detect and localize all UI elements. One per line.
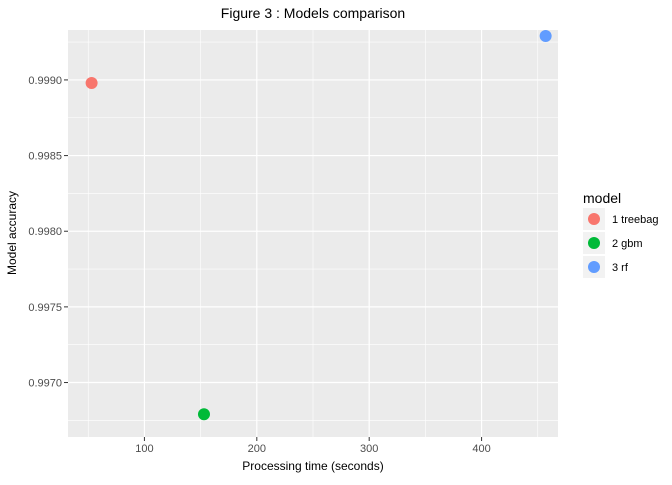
- data-point-3-rf: [539, 30, 552, 43]
- x-tick-label: 100: [135, 443, 153, 455]
- x-axis-title: Processing time (seconds): [242, 459, 383, 473]
- data-point-2-gbm: [197, 408, 210, 421]
- axis-ticks: 100 200 300 400 0.9970 0.9975 0.9980 0.9985 0.99…: [28, 75, 490, 455]
- y-tick-label: 0.9975: [28, 302, 62, 314]
- legend-key-3-rf: [588, 261, 600, 273]
- legend: model 1 treebag 2 gbm 3 rf: [583, 190, 658, 278]
- y-tick-label: 0.9980: [28, 226, 62, 238]
- x-tick-label: 300: [360, 443, 378, 455]
- y-tick-label: 0.9985: [28, 151, 62, 163]
- legend-label: 3 rf: [612, 262, 629, 274]
- y-axis-title: Model accuracy: [5, 191, 19, 275]
- legend-label: 1 treebag: [612, 214, 658, 226]
- chart-title: Figure 3 : Models comparison: [221, 5, 405, 21]
- legend-key-1-treebag: [588, 213, 600, 225]
- grid-lines: [68, 30, 558, 437]
- data-point-1-treebag: [85, 76, 98, 89]
- x-tick-label: 400: [472, 443, 490, 455]
- legend-title: model: [583, 190, 621, 206]
- y-tick-label: 0.9990: [28, 75, 62, 87]
- y-tick-label: 0.9970: [28, 378, 62, 390]
- x-tick-label: 200: [248, 443, 266, 455]
- data-points: [85, 30, 552, 421]
- legend-label: 2 gbm: [612, 238, 643, 250]
- legend-key-2-gbm: [588, 237, 600, 249]
